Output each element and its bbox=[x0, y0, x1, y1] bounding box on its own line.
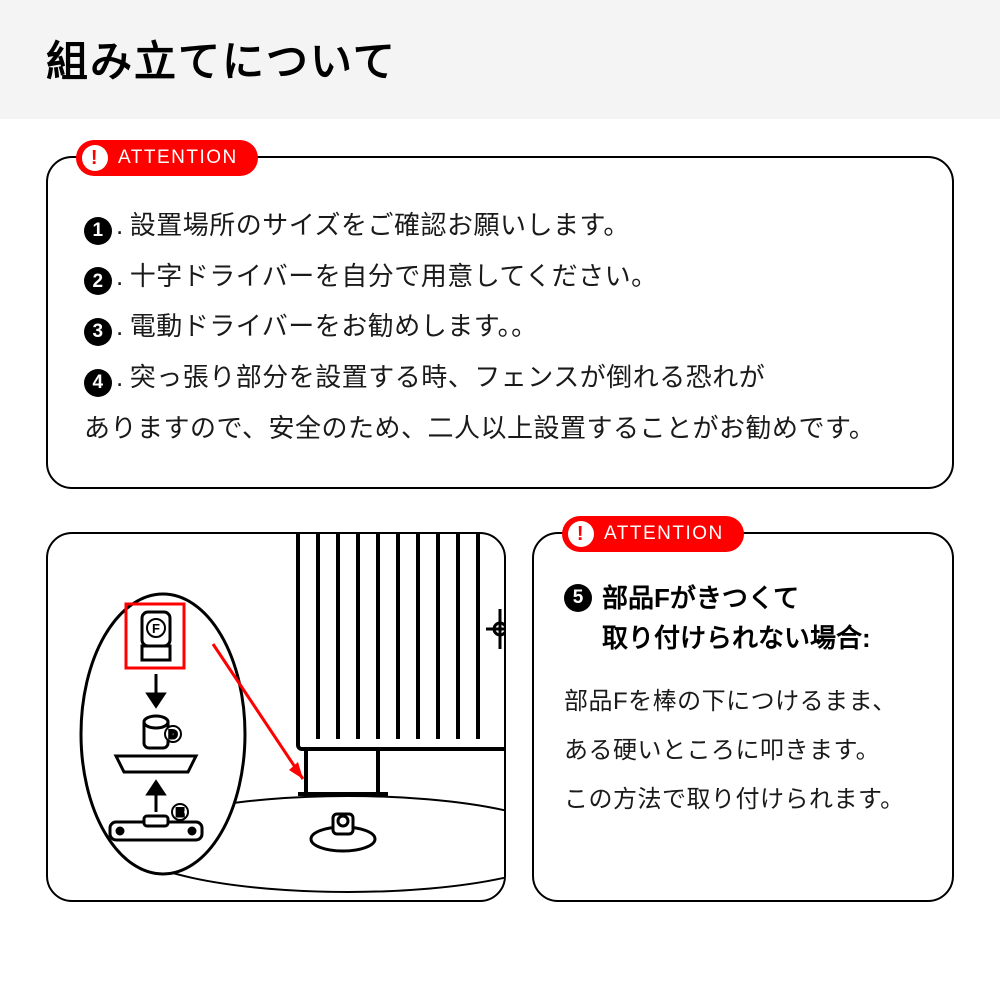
card2-body: 部品Fを棒の下につけるまま、 ある硬いところに叩きます。 この方法で取り付けられ… bbox=[564, 677, 922, 825]
assembly-diagram: F D bbox=[46, 532, 506, 902]
page-title: 組み立てについて bbox=[46, 28, 954, 89]
card2-heading: 5 部品Fがきつくて 取り付けられない場合: bbox=[564, 578, 922, 659]
label-d: D bbox=[169, 729, 177, 741]
item-text: 突っ張り部分を設置する時、フェンスが倒れる恐れが bbox=[130, 352, 765, 403]
item-text: 設置場所のサイズをご確認お願いします。 bbox=[130, 200, 630, 251]
label-e: E bbox=[176, 807, 183, 819]
attention-badge: ! ATTENTION bbox=[76, 140, 258, 176]
title-band: 組み立てについて bbox=[0, 0, 1000, 119]
item-text: 十字ドライバーを自分で用意してください。 bbox=[130, 251, 658, 302]
number-badge-2: 2 bbox=[84, 267, 112, 295]
card2-head-text: 部品Fがきつくて 取り付けられない場合: bbox=[602, 578, 871, 659]
number-badge-5: 5 bbox=[564, 584, 592, 612]
number-badge-3: 3 bbox=[84, 318, 112, 346]
badge-label: ATTENTION bbox=[118, 147, 238, 169]
badge-label: ATTENTION bbox=[604, 523, 724, 545]
number-badge-4: 4 bbox=[84, 369, 112, 397]
item-text-cont: ありますので、安全のため、二人以上設置することがお勧めです。 bbox=[84, 403, 916, 454]
list-item: 4. 突っ張り部分を設置する時、フェンスが倒れる恐れが bbox=[84, 352, 916, 403]
item-text: 電動ドライバーをお勧めします。。 bbox=[130, 301, 538, 352]
exclamation-icon: ! bbox=[568, 521, 594, 547]
list-item: 1. 設置場所のサイズをご確認お願いします。 bbox=[84, 200, 916, 251]
exclamation-icon: ! bbox=[82, 145, 108, 171]
attention-badge: ! ATTENTION bbox=[562, 516, 744, 552]
label-f: F bbox=[152, 621, 160, 636]
attention-card-2: ! ATTENTION 5 部品Fがきつくて 取り付けられない場合: 部品Fを棒… bbox=[532, 532, 954, 902]
number-badge-1: 1 bbox=[84, 217, 112, 245]
attention-card-1: ! ATTENTION 1. 設置場所のサイズをご確認お願いします。 2. 十字… bbox=[46, 156, 954, 489]
list-item: 3. 電動ドライバーをお勧めします。。 bbox=[84, 301, 916, 352]
list-item: 2. 十字ドライバーを自分で用意してください。 bbox=[84, 251, 916, 302]
